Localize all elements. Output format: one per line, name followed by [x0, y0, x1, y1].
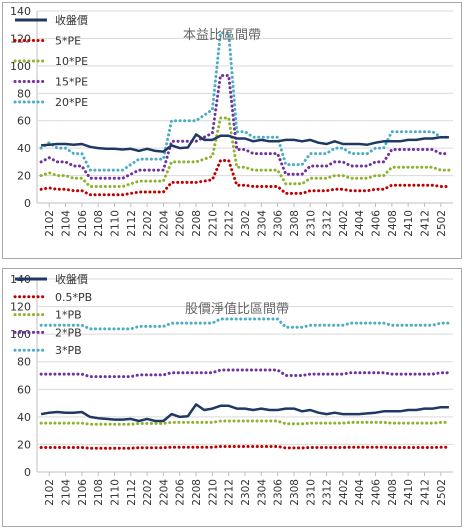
legend-label-2: 10*PE — [55, 55, 88, 68]
y-tick-label: 80 — [17, 87, 31, 100]
x-tick-label: 2102 — [44, 210, 56, 237]
y-tick-label: 60 — [17, 115, 31, 128]
x-tick-label: 2404 — [354, 210, 366, 237]
x-tick-label: 2404 — [354, 479, 366, 506]
y-tick-label: 40 — [17, 411, 31, 424]
x-tick-label: 2202 — [142, 210, 154, 237]
x-tick-label: 2502 — [436, 479, 448, 506]
y-tick-label: 20 — [17, 438, 31, 451]
pe-band-chart: 0 20 40 60 80 100 120 140 2102 2104 2106 2108 2110 21… — [10, 5, 453, 237]
x-tick-label: 2408 — [387, 479, 399, 506]
x-tick-label: 2204 — [158, 210, 170, 237]
x-tick-label: 2108 — [93, 479, 105, 506]
legend-label-4: 20*PE — [55, 96, 88, 109]
x-tick-label: 2310 — [305, 479, 317, 506]
pe-band-chart-panel: 0 20 40 60 80 100 120 140 2102 2104 2106 2108 2110 21… — [2, 2, 462, 259]
chart-title: 本益比區間帶 — [183, 28, 261, 43]
x-tick-label: 2412 — [419, 210, 431, 237]
x-tick-label: 2212 — [224, 479, 236, 506]
legend-label-3: 2*PB — [55, 326, 82, 339]
series-line-1 — [39, 445, 451, 450]
x-tick-label: 2208 — [191, 210, 203, 237]
x-tick-label: 2308 — [289, 210, 301, 237]
x-tick-label: 2206 — [175, 210, 187, 237]
legend-label-1: 0.5*PB — [55, 291, 92, 304]
x-tick-label: 2208 — [191, 479, 203, 506]
y-tick-label: 40 — [17, 142, 31, 155]
series-line-4 — [39, 31, 451, 172]
x-tick-label: 2502 — [436, 210, 448, 237]
x-tick-label: 2412 — [419, 479, 431, 506]
x-tick-label: 2302 — [240, 210, 252, 237]
x-tick-label: 2106 — [77, 210, 89, 237]
x-tick-label: 2106 — [77, 479, 89, 506]
x-tick-label: 2306 — [273, 210, 285, 237]
x-tick-label: 2310 — [305, 210, 317, 237]
y-tick-label: 120 — [10, 301, 31, 314]
x-tick-label: 2108 — [93, 210, 105, 237]
series-line-2 — [39, 419, 451, 426]
x-tick-label: 2304 — [256, 210, 268, 237]
series-line-3 — [39, 368, 451, 379]
x-tick-label: 2406 — [371, 210, 383, 237]
x-tick-label: 2402 — [338, 479, 350, 506]
legend-label-0: 收盤價 — [55, 13, 88, 27]
x-tick-label: 2308 — [289, 479, 301, 506]
series-line-1 — [39, 159, 451, 197]
x-tick-label: 2312 — [322, 479, 334, 506]
x-tick-label: 2302 — [240, 479, 252, 506]
series-line-0 — [40, 403, 449, 423]
x-tick-label: 2104 — [61, 210, 73, 237]
x-tick-label: 2210 — [207, 210, 219, 237]
legend-label-1: 5*PE — [55, 35, 81, 48]
series-line-4 — [39, 317, 451, 331]
y-tick-label: 100 — [10, 60, 31, 73]
x-tick-label: 2210 — [207, 479, 219, 506]
x-tick-label: 2104 — [61, 479, 73, 506]
chart-title: 股價淨值比區間帶 — [185, 301, 289, 317]
y-tick-label: 60 — [17, 383, 31, 396]
x-tick-label: 2408 — [387, 210, 399, 237]
pb-band-chart-panel: 0 20 40 60 80 100 120 140 2102 2104 2106 2108 2110 21… — [2, 268, 462, 527]
series-line-2 — [39, 116, 451, 188]
legend-label-2: 1*PB — [55, 309, 82, 322]
legend-label-4: 3*PB — [55, 344, 82, 357]
x-tick-label: 2212 — [224, 210, 236, 237]
legend-label-0: 收盤價 — [55, 272, 88, 286]
x-tick-label: 2406 — [371, 479, 383, 506]
x-tick-label: 2204 — [158, 479, 170, 506]
x-tick-label: 2202 — [142, 479, 154, 506]
x-tick-label: 2410 — [403, 479, 415, 506]
series-line-0 — [40, 133, 449, 153]
y-tick-label: 0 — [24, 466, 31, 479]
series-line-3 — [39, 74, 451, 180]
y-tick-label: 20 — [17, 170, 31, 183]
y-tick-label: 140 — [10, 5, 31, 18]
x-tick-label: 2402 — [338, 210, 350, 237]
y-tick-label: 100 — [10, 328, 31, 341]
x-tick-label: 2112 — [126, 210, 138, 237]
y-tick-label: 0 — [24, 197, 31, 210]
x-tick-label: 2304 — [256, 479, 268, 506]
x-tick-label: 2312 — [322, 210, 334, 237]
x-tick-label: 2112 — [126, 479, 138, 506]
x-tick-label: 2102 — [44, 479, 56, 506]
x-tick-label: 2110 — [109, 210, 121, 237]
x-tick-label: 2206 — [175, 479, 187, 506]
legend-label-3: 15*PE — [55, 76, 88, 89]
y-tick-label: 80 — [17, 356, 31, 369]
x-tick-label: 2306 — [273, 479, 285, 506]
x-tick-label: 2110 — [109, 479, 121, 506]
x-tick-label: 2410 — [403, 210, 415, 237]
y-tick-label: 120 — [10, 32, 31, 45]
